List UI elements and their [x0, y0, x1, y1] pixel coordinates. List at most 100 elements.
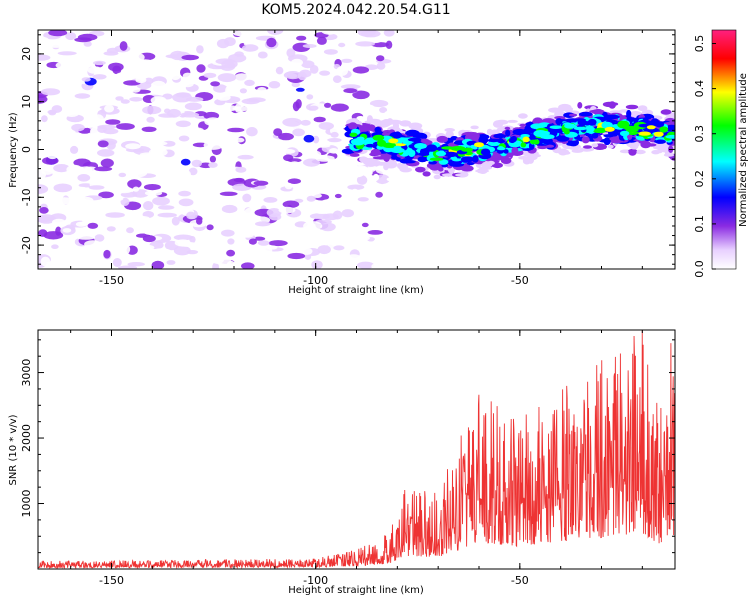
spectral-cell — [221, 229, 235, 237]
spectral-cell — [143, 201, 154, 211]
spectral-cell — [542, 118, 555, 124]
spectral-cell — [94, 166, 113, 172]
spectral-cell — [427, 114, 439, 122]
spectral-cell — [303, 134, 315, 143]
spectral-cell — [344, 233, 354, 238]
spectral-cell — [188, 167, 198, 176]
spectral-cell — [124, 130, 133, 136]
spectral-cell — [246, 97, 266, 103]
spectral-cell — [321, 63, 328, 69]
spectral-cell — [87, 222, 99, 229]
spectral-cell — [278, 132, 294, 141]
spectral-cell — [217, 154, 234, 161]
spectral-cell — [135, 59, 155, 68]
spectral-cell — [512, 128, 527, 136]
y-tick-label: 1000 — [20, 490, 33, 518]
snr-x-ticks: -150 -100 -50 — [70, 330, 643, 587]
spectral-cell — [53, 183, 73, 193]
spectral-cell — [106, 47, 119, 54]
spectral-cell — [604, 114, 620, 120]
spectral-cell — [349, 153, 360, 157]
snr-panel: -150 -100 -50 1000 2000 3000 Height of strai… — [8, 329, 676, 596]
x-tick-label: -100 — [303, 574, 328, 587]
spectral-cell — [357, 30, 376, 37]
spectral-cell — [95, 263, 113, 269]
spectral-cell — [554, 110, 566, 118]
spectral-cell — [599, 92, 614, 97]
spectral-cell — [215, 58, 235, 65]
spectral-cell — [103, 249, 111, 259]
spectral-cell — [83, 41, 92, 47]
spectral-cell — [366, 115, 373, 123]
spectral-cell — [171, 216, 180, 226]
spectral-cell — [53, 131, 72, 139]
spectral-cell — [237, 154, 254, 160]
spectral-cell — [217, 73, 237, 83]
spectral-cell — [358, 125, 370, 132]
spectral-cell — [181, 30, 197, 39]
spectral-cell — [38, 246, 46, 251]
spectral-cell — [126, 227, 134, 234]
spectral-cell — [657, 148, 663, 154]
spectral-cell — [558, 148, 568, 156]
spectral-cell — [135, 77, 147, 84]
spectral-cell — [505, 129, 511, 137]
spectral-cell — [244, 207, 257, 218]
spectral-cell — [284, 71, 302, 80]
spectral-cell — [78, 183, 93, 188]
spectral-cell — [92, 114, 104, 124]
spectral-cell — [327, 138, 342, 143]
spectrogram-y-ticks: -20 -10 0 10 20 — [20, 34, 675, 265]
spectral-cell — [104, 176, 112, 184]
spectral-cell — [566, 107, 574, 111]
spectral-cell — [111, 195, 124, 202]
spectral-cell — [90, 127, 100, 136]
spectral-cell — [205, 174, 218, 183]
spectral-cell — [87, 66, 103, 74]
spectral-cell — [128, 167, 148, 178]
spectrogram-x-axis-label: Height of straight line (km) — [288, 285, 424, 296]
spectral-cell — [106, 140, 116, 150]
spectral-cell — [263, 197, 278, 203]
spectral-cell — [625, 126, 639, 133]
spectral-cell — [349, 105, 356, 113]
spectral-cell — [221, 204, 238, 214]
y-tick-label: 20 — [20, 47, 33, 61]
spectral-cell — [204, 216, 222, 222]
spectral-cell — [140, 244, 155, 251]
spectral-cell — [227, 238, 235, 245]
spectral-cell — [143, 184, 161, 191]
spectral-cell — [451, 115, 463, 123]
spectral-cell — [182, 72, 193, 79]
spectral-cell — [387, 119, 402, 125]
spectral-cell — [336, 66, 349, 76]
spectral-cell — [583, 145, 592, 149]
spectral-cell — [151, 248, 172, 256]
spectral-cell — [281, 228, 296, 233]
spectral-cell — [641, 155, 648, 161]
spectral-cell — [438, 159, 449, 165]
spectral-cell — [508, 171, 516, 177]
spectral-cell — [408, 122, 423, 130]
spectral-cell — [39, 207, 49, 214]
spectral-cell — [287, 252, 306, 260]
y-tick-label: -20 — [20, 236, 33, 254]
spectral-cell — [57, 51, 77, 56]
spectral-cell — [273, 128, 283, 137]
spectral-cell — [527, 153, 541, 158]
spectral-cell — [320, 199, 338, 209]
spectral-cell — [227, 127, 245, 133]
spectral-cell — [347, 184, 365, 190]
spectral-cell — [191, 159, 202, 168]
spectral-cell — [655, 121, 665, 128]
y-tick-label: 10 — [20, 95, 33, 109]
spectral-cell — [65, 32, 77, 41]
spectral-cell — [181, 80, 194, 88]
spectral-cell — [376, 62, 386, 70]
spectral-cell — [55, 62, 67, 69]
spectral-cell — [577, 102, 583, 109]
spectral-cell — [88, 185, 105, 190]
spectral-cell — [175, 120, 191, 128]
snr-y-ticks: 1000 2000 3000 — [20, 339, 675, 554]
spectral-cell — [239, 228, 252, 238]
